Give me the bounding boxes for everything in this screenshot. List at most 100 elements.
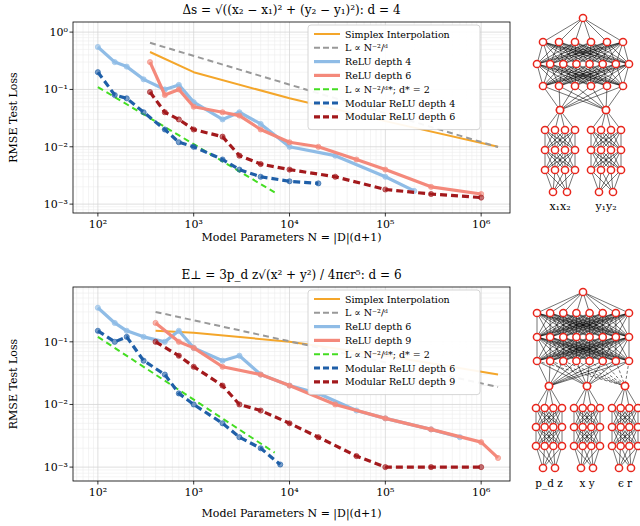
net-node	[608, 404, 615, 411]
net-node	[588, 423, 595, 430]
point	[220, 110, 225, 115]
net-node	[619, 38, 626, 45]
net-node	[607, 166, 614, 173]
point	[383, 416, 388, 421]
minor-grid	[73, 155, 510, 156]
net-node	[541, 166, 548, 173]
net-node	[599, 333, 606, 340]
point	[237, 435, 242, 440]
minor-grid	[73, 209, 510, 210]
minor-grid	[73, 410, 510, 411]
minor-grid	[73, 418, 510, 419]
net-node	[595, 188, 602, 195]
net-edge	[563, 337, 629, 361]
tick	[70, 341, 74, 342]
net-node	[539, 38, 546, 45]
net-node	[541, 146, 548, 153]
minor-grid	[126, 22, 127, 213]
point	[141, 110, 146, 115]
net-edge	[574, 408, 600, 427]
point	[124, 96, 129, 101]
net-node	[599, 357, 606, 364]
y-tick-label: 10⁻³	[44, 461, 68, 474]
tick	[70, 204, 74, 205]
minor-grid	[88, 287, 89, 481]
minor-grid	[83, 22, 84, 213]
plot-area	[73, 287, 510, 481]
net-edge	[590, 361, 625, 386]
x-tick-label: 10³	[184, 218, 202, 231]
net-edge	[612, 427, 638, 446]
net-node	[589, 464, 596, 471]
minor-grid	[189, 287, 190, 481]
input-label: ϵ r	[618, 477, 633, 489]
net-node	[560, 60, 567, 67]
net-node	[579, 404, 586, 411]
net-node	[586, 333, 593, 340]
point	[428, 184, 433, 189]
point	[191, 127, 196, 132]
net-node	[587, 126, 594, 133]
minor-grid	[93, 22, 94, 213]
net-edge	[536, 408, 562, 427]
net-edge	[559, 86, 606, 110]
net-edge	[574, 427, 600, 446]
net-node	[551, 166, 558, 173]
point	[176, 87, 181, 92]
net-node	[615, 464, 622, 471]
point	[176, 339, 181, 344]
point	[220, 134, 225, 139]
grid-line	[193, 22, 194, 213]
point	[287, 167, 292, 172]
net-node	[551, 146, 558, 153]
point	[428, 427, 433, 432]
legend-swatch	[314, 325, 340, 328]
net-edge	[545, 150, 575, 170]
minor-grid	[126, 287, 127, 481]
net-node	[555, 38, 562, 45]
y-tick-label: 10⁻²	[44, 398, 68, 411]
minor-grid	[76, 287, 77, 481]
x-tick-label: 10²	[89, 218, 107, 231]
net-edge	[563, 313, 629, 337]
net-node	[573, 357, 580, 364]
y-axis-label: RMSE Test Loss	[7, 338, 20, 429]
y-tick-label: 10⁻²	[44, 141, 68, 154]
point	[141, 358, 146, 363]
minor-grid	[73, 448, 510, 449]
y-tick-label: 10⁰	[50, 26, 69, 39]
minor-grid	[73, 149, 510, 150]
minor-grid	[83, 287, 84, 481]
net-node	[617, 423, 624, 430]
net-node	[541, 404, 548, 411]
minor-grid	[143, 287, 144, 481]
point	[287, 383, 292, 388]
point	[176, 117, 181, 122]
point	[191, 402, 196, 407]
net-node	[583, 382, 590, 389]
minor-grid	[73, 288, 510, 289]
net-node	[551, 464, 558, 471]
net-node	[597, 166, 604, 173]
point	[141, 77, 146, 82]
point	[383, 187, 388, 192]
point	[479, 440, 484, 445]
net-node	[596, 423, 603, 430]
minor-grid	[73, 407, 510, 408]
legend-swatch	[314, 353, 340, 355]
legend-swatch	[314, 60, 340, 63]
point	[383, 167, 388, 172]
point	[176, 353, 181, 358]
plot-area	[73, 22, 510, 213]
minor-grid	[73, 429, 510, 430]
net-node	[573, 309, 580, 316]
point	[147, 59, 152, 64]
series-line	[98, 72, 318, 183]
legend-label: Modular ReLU depth 4	[345, 98, 455, 109]
point	[191, 104, 196, 109]
net-node	[533, 309, 540, 316]
net-node	[625, 357, 632, 364]
input-label: y₁y₂	[594, 200, 616, 213]
point	[287, 383, 292, 388]
point	[124, 64, 129, 69]
